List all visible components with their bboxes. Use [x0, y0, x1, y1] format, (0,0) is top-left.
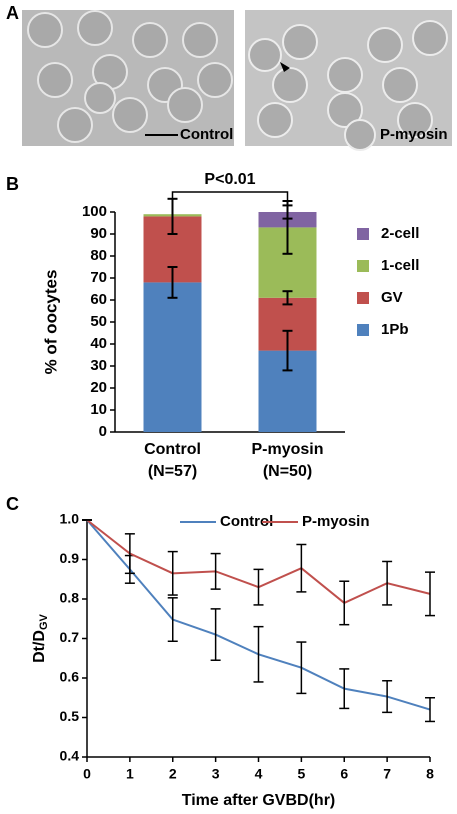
x-tick-label: Control — [144, 441, 201, 458]
error-bar — [282, 329, 293, 372]
legend-swatch — [357, 260, 369, 272]
significance-bracket — [171, 191, 289, 200]
y-tick-label: 70 — [90, 269, 107, 286]
significance-label: P<0.01 — [204, 171, 255, 188]
y-tick-label: 90 — [90, 225, 107, 242]
y-tick-label: 10 — [90, 401, 107, 418]
error-bar — [425, 697, 435, 723]
micrograph-caption: Control — [180, 126, 233, 143]
legend-label: 2-cell — [381, 225, 419, 242]
y-tick-label: 0.7 — [60, 629, 80, 645]
error-bar — [282, 290, 293, 306]
legend-label: Control — [220, 513, 273, 530]
bar-segment — [143, 282, 202, 432]
error-bar — [339, 580, 350, 626]
y-tick-label: 1.0 — [60, 511, 80, 527]
y-tick-label: 20 — [90, 379, 107, 396]
x-tick-sublabel: (N=50) — [263, 463, 312, 480]
y-tick-label: 100 — [82, 203, 107, 220]
panel-label: C — [6, 494, 19, 514]
legend-label: 1Pb — [381, 321, 409, 338]
legend-swatch — [357, 324, 369, 336]
x-tick-label: 1 — [126, 766, 134, 782]
y-tick-label: 30 — [90, 357, 107, 374]
error-bar — [382, 680, 393, 714]
error-bar — [210, 552, 221, 590]
y-tick-label: 0.5 — [60, 708, 80, 724]
y-axis-label: Dt/DGV — [31, 613, 50, 662]
y-axis-label-main: Dt/D — [31, 630, 48, 663]
y-tick-label: 0.4 — [60, 748, 80, 764]
x-axis-label: Time after GVBD(hr) — [182, 792, 336, 809]
error-bar — [339, 668, 350, 710]
legend-swatch — [357, 228, 369, 240]
error-bar — [167, 597, 178, 643]
panel-label: B — [6, 174, 19, 194]
error-bar — [296, 543, 307, 593]
x-tick-label: 8 — [426, 766, 434, 782]
x-tick-label: 3 — [212, 766, 220, 782]
y-tick-label: 0.9 — [60, 550, 80, 566]
y-tick-label: 0.6 — [60, 669, 80, 685]
error-bar — [282, 204, 293, 220]
error-bar — [382, 560, 393, 606]
legend-label: P-myosin — [302, 513, 370, 530]
legend-label: 1-cell — [381, 257, 419, 274]
error-bar — [167, 266, 178, 299]
x-tick-label: P-myosin — [251, 441, 323, 458]
error-bar — [253, 625, 264, 683]
error-bar — [124, 533, 135, 575]
error-bar — [167, 550, 178, 596]
error-bar — [425, 571, 435, 617]
micrograph: Control — [22, 10, 234, 146]
error-bar — [210, 608, 221, 661]
y-tick-label: 0 — [99, 423, 107, 440]
x-tick-label: 2 — [169, 766, 177, 782]
x-tick-sublabel: (N=57) — [148, 463, 197, 480]
legend-swatch — [357, 292, 369, 304]
y-tick-label: 60 — [90, 291, 107, 308]
error-bar — [296, 641, 307, 695]
y-axis-label-subscript: GV — [38, 613, 50, 630]
y-tick-label: 80 — [90, 247, 107, 264]
micrograph: P-myosin — [245, 10, 452, 151]
y-tick-label: 40 — [90, 335, 107, 352]
panel-label: A — [6, 3, 19, 23]
error-bar — [253, 568, 264, 606]
x-tick-label: 0 — [83, 766, 91, 782]
micrograph-caption: P-myosin — [380, 126, 448, 143]
x-tick-label: 4 — [255, 766, 263, 782]
x-tick-label: 5 — [297, 766, 305, 782]
x-tick-label: 7 — [383, 766, 391, 782]
y-axis-label: % of oocytes — [41, 270, 60, 375]
y-tick-label: 50 — [90, 313, 107, 330]
y-tick-label: 0.8 — [60, 590, 80, 606]
x-tick-label: 6 — [340, 766, 348, 782]
legend-label: GV — [381, 289, 403, 306]
